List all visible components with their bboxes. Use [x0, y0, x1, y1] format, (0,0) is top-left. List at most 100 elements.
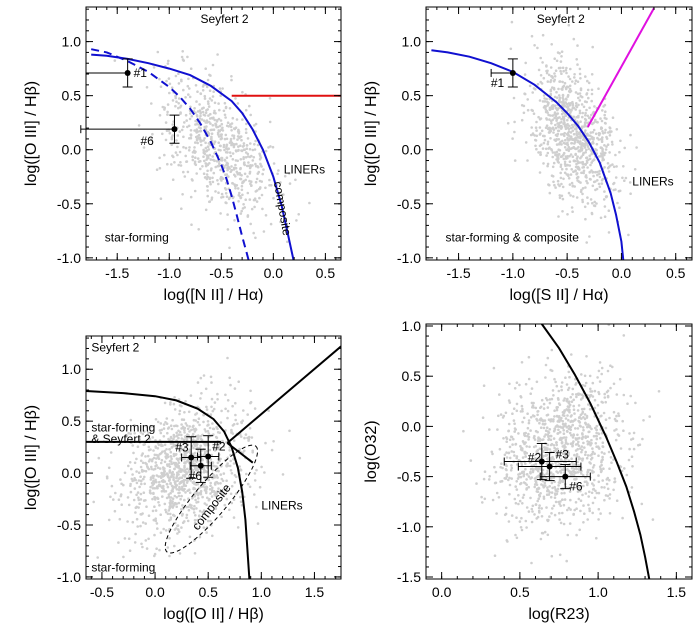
background-point — [183, 457, 186, 461]
background-point — [189, 394, 193, 397]
background-point — [183, 470, 187, 473]
background-point — [547, 437, 551, 441]
background-point — [546, 447, 549, 450]
background-point — [129, 432, 132, 436]
background-point — [624, 176, 628, 180]
background-point — [187, 149, 191, 152]
background-point — [566, 163, 569, 167]
background-point — [191, 158, 195, 162]
background-point — [539, 426, 543, 430]
background-point — [591, 482, 594, 485]
background-point — [556, 447, 559, 451]
background-point — [585, 179, 588, 183]
background-point — [575, 455, 579, 458]
background-point — [537, 474, 540, 478]
background-point — [567, 506, 571, 510]
background-point — [567, 139, 570, 142]
background-point — [238, 194, 242, 198]
background-point — [180, 433, 183, 437]
background-point — [619, 447, 623, 450]
data-marker — [197, 462, 204, 469]
background-point — [206, 420, 210, 423]
background-point — [203, 97, 207, 100]
background-point — [180, 526, 183, 529]
background-point — [556, 397, 560, 400]
background-point — [542, 162, 545, 165]
background-point — [169, 424, 173, 428]
plot-frame — [85, 6, 342, 261]
background-point — [537, 509, 541, 513]
background-point — [182, 135, 185, 139]
background-point — [505, 539, 509, 542]
background-point — [242, 179, 246, 183]
background-point — [567, 23, 571, 27]
background-point — [234, 187, 237, 190]
background-point — [171, 500, 174, 503]
background-point — [607, 170, 611, 173]
background-point — [641, 437, 644, 441]
background-point — [194, 111, 197, 115]
background-point — [205, 158, 208, 161]
background-point — [562, 157, 566, 161]
background-point — [210, 99, 214, 102]
background-point — [255, 200, 259, 203]
background-point — [611, 143, 614, 146]
background-point — [562, 429, 565, 432]
background-point — [525, 526, 528, 529]
background-point — [603, 113, 606, 117]
background-point — [226, 168, 229, 172]
background-point — [254, 190, 258, 193]
background-point — [182, 145, 185, 149]
background-point — [166, 113, 169, 116]
background-point — [308, 201, 311, 205]
background-point — [570, 353, 573, 356]
background-point — [554, 186, 557, 189]
background-point — [213, 101, 217, 105]
background-point — [221, 479, 225, 483]
background-point — [560, 438, 563, 442]
background-point — [578, 447, 582, 450]
background-point — [155, 522, 159, 525]
background-point — [552, 504, 556, 508]
background-point — [604, 122, 607, 125]
background-point — [242, 203, 245, 206]
background-point — [144, 522, 147, 525]
background-point — [561, 93, 565, 97]
background-point — [521, 456, 525, 459]
background-point — [256, 165, 259, 168]
background-point — [594, 442, 598, 445]
background-point — [594, 132, 598, 136]
background-point — [583, 374, 587, 378]
background-point — [604, 400, 607, 404]
background-point — [585, 148, 588, 152]
background-point — [206, 429, 210, 433]
background-point — [560, 167, 564, 171]
background-point — [167, 493, 171, 496]
background-point — [603, 452, 606, 455]
background-point — [255, 177, 259, 181]
background-point — [502, 437, 505, 440]
background-point — [190, 428, 193, 432]
background-point — [575, 467, 578, 471]
background-point — [555, 414, 559, 418]
background-point — [208, 89, 212, 92]
background-point — [608, 497, 611, 500]
background-point — [515, 402, 519, 406]
background-point — [173, 494, 177, 498]
background-point — [193, 518, 197, 522]
background-point — [546, 102, 550, 106]
background-point — [613, 429, 616, 432]
background-point — [568, 522, 572, 525]
background-point — [158, 429, 162, 432]
background-point — [177, 429, 180, 433]
background-point — [179, 112, 182, 115]
background-point — [234, 97, 237, 100]
background-point — [580, 145, 583, 149]
background-point — [168, 469, 172, 472]
background-point — [604, 128, 607, 132]
background-point — [204, 67, 207, 70]
background-point — [593, 452, 596, 456]
background-point — [158, 166, 162, 170]
background-point — [142, 491, 146, 495]
background-point — [612, 488, 615, 492]
